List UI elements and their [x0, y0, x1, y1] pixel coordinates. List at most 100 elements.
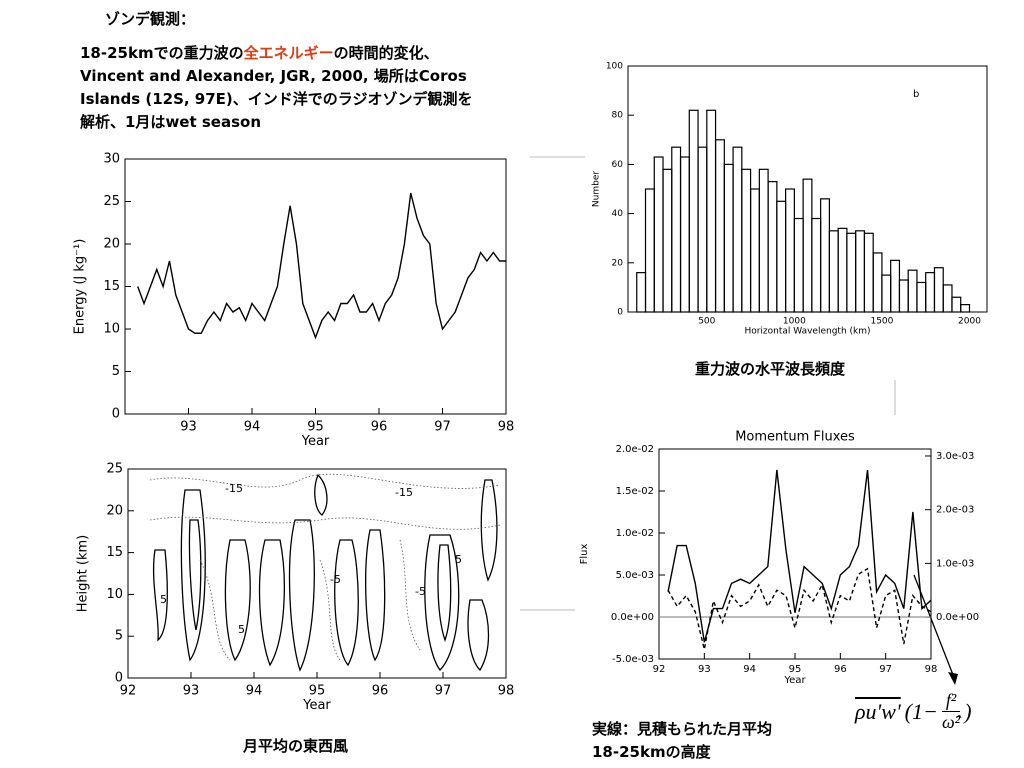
- x-tick-label: 94: [244, 420, 261, 435]
- y-tick-label: 1.5e-02: [616, 486, 654, 497]
- histogram-bar: [749, 188, 760, 313]
- x-tick-label: 94: [743, 664, 756, 675]
- y-tick-label: 5: [115, 629, 123, 644]
- formula: ρu'w' (1− f² ω̂² ): [855, 690, 972, 733]
- x-tick-label: 93: [183, 684, 200, 699]
- y-tick-label: 1.0e-02: [616, 528, 654, 539]
- caption: 重力波の水平波長頻度: [695, 360, 846, 378]
- x-tick-label: 1000: [783, 317, 806, 327]
- y-tick-label: 5: [112, 364, 120, 379]
- x-tick-label: 95: [307, 420, 324, 435]
- y-tick-label: 0: [112, 407, 120, 422]
- desc-line: Islands (12S, 97E)、インド洋でのラジオゾンデ観測を: [80, 90, 473, 108]
- formula-fraction: f² ω̂²: [941, 690, 961, 733]
- histogram-bar: [714, 139, 725, 313]
- contour: [319, 559, 341, 661]
- contour-lines: [152, 473, 498, 672]
- y-tick-label: 0.0e+00: [611, 612, 654, 623]
- contour-label: 5: [160, 593, 167, 606]
- y-tick-label: 30: [103, 152, 120, 167]
- line: [667, 567, 932, 650]
- desc-text: 18-25kmでの重力波の: [80, 44, 244, 62]
- x-tick-label: 94: [246, 684, 263, 699]
- contour: [188, 519, 202, 631]
- contour-label: 5: [238, 623, 245, 636]
- contour: [424, 534, 460, 671]
- x-axis-label: Year: [301, 434, 330, 449]
- heading: ゾンデ観測：: [105, 10, 196, 28]
- x-tick-label: 96: [834, 664, 847, 675]
- y-tick-label: 25: [103, 194, 120, 209]
- histogram-bar: [837, 227, 848, 313]
- y2-tick-label: 1.0e-03: [936, 558, 974, 569]
- contour: [199, 559, 231, 661]
- formula-open: (1−: [904, 698, 938, 724]
- histogram-bar: [820, 198, 830, 313]
- contour: [258, 539, 285, 667]
- x-tick-label: 95: [789, 664, 802, 675]
- histogram-bar: [881, 274, 892, 313]
- histogram-bar: [697, 146, 708, 313]
- y-tick-label: 40: [612, 209, 624, 219]
- y-tick-label: 10: [103, 322, 120, 337]
- y-tick-label: 25: [106, 462, 123, 477]
- histogram-bar: [890, 259, 901, 313]
- y-tick-label: 15: [103, 279, 120, 294]
- y-tick-label: 80: [612, 111, 624, 121]
- contour-label: -15: [225, 482, 243, 495]
- contour: [149, 516, 501, 530]
- x-tick-label: 97: [879, 664, 892, 675]
- y-tick-label: 100: [606, 62, 623, 72]
- caption: 実線：見積もられた月平均: [592, 720, 773, 738]
- formula-lhs: ρu'w': [855, 698, 901, 724]
- histogram-bar: [960, 304, 971, 313]
- histogram-bar: [916, 281, 927, 313]
- y-tick-label: 2.0e-02: [616, 444, 654, 455]
- histogram-bar: [855, 230, 866, 313]
- histogram-bar: [872, 252, 883, 313]
- histogram-bar: [942, 284, 953, 313]
- contour: [365, 529, 386, 662]
- y2-tick-label: 3.0e-03: [936, 451, 974, 462]
- x-tick-label: 98: [498, 420, 515, 435]
- histogram-bar: [653, 156, 664, 313]
- x-tick-label: 93: [180, 420, 197, 435]
- contour-label: 5: [455, 553, 462, 566]
- contour: [467, 599, 490, 672]
- y-tick-label: -5.0e-03: [612, 654, 654, 665]
- line: [137, 192, 506, 340]
- y-tick-label: 10: [106, 587, 123, 602]
- x-tick-label: 2000: [958, 317, 981, 327]
- contour: [224, 539, 251, 662]
- contour: [149, 473, 501, 489]
- line: [667, 469, 932, 643]
- histogram-bar: [802, 178, 813, 313]
- contour: [480, 479, 498, 582]
- x-axis-label: Year: [302, 698, 331, 713]
- desc-highlight: 全エネルギー: [243, 44, 334, 62]
- histogram-bar: [863, 232, 874, 313]
- histogram-bar: [951, 296, 962, 313]
- histogram-bar: [933, 267, 944, 313]
- y2-tick-label: 2.0e-03: [936, 505, 974, 516]
- histogram-bar: [636, 272, 647, 313]
- histogram-bar: [898, 279, 909, 313]
- contour-dotted: [149, 473, 501, 661]
- histogram-bar: [828, 230, 839, 313]
- histogram-bar: [846, 232, 857, 313]
- chart-title: Momentum Fluxes: [735, 430, 855, 445]
- x-tick-label: 500: [698, 317, 715, 327]
- histogram-bar: [723, 163, 734, 313]
- contour-label: -5: [330, 573, 341, 586]
- y-tick-label: 0: [617, 308, 623, 318]
- y-axis-label: Energy (J kg⁻¹): [73, 239, 88, 335]
- contour: [399, 539, 421, 651]
- histogram-bar: [679, 156, 690, 313]
- x-tick-label: 95: [309, 684, 326, 699]
- desc-line: 18-25kmでの重力波の全エネルギーの時間的変化、: [80, 42, 472, 65]
- x-axis-label: Horizontal Wavelength (km): [744, 326, 870, 336]
- histogram-bar: [776, 200, 787, 313]
- formula-num: f²: [941, 690, 961, 712]
